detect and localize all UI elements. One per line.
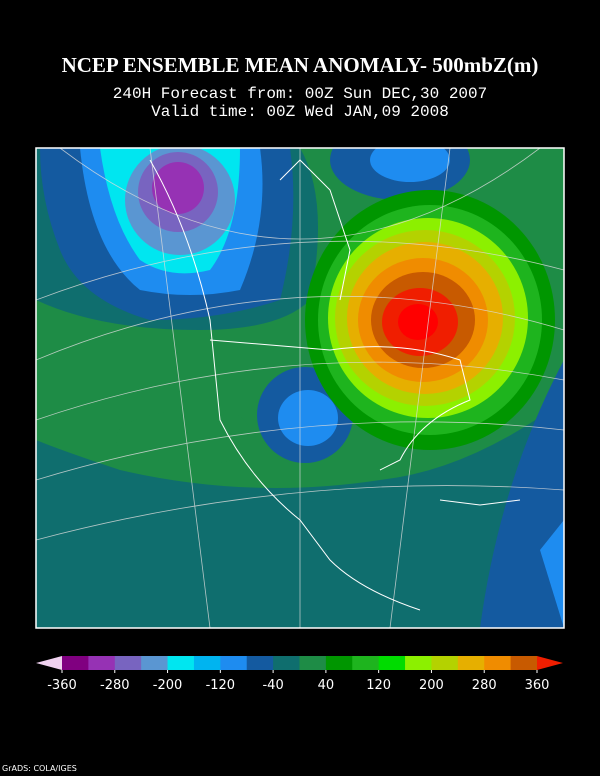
color-box [114,656,142,670]
subtitle: Valid time: 00Z Wed JAN,09 2008 [151,103,449,121]
color-box [484,656,512,670]
color-box [220,656,248,670]
footer: GrADS: COLA/IGES [2,764,77,773]
title: NCEP ENSEMBLE MEAN ANOMALY- 500mbZ(m) [62,53,539,77]
color-box [299,656,327,670]
color-box [141,656,169,670]
map [36,148,564,628]
color-box [457,656,485,670]
color-box [62,656,89,670]
subtitle: 240H Forecast from: 00Z Sun DEC,30 2007 [113,85,487,103]
colorbar-tick-label: -360 [47,678,77,693]
color-box [405,656,432,670]
colorbar-tick-label: 200 [419,678,444,693]
color-low-arrow [36,656,62,670]
colorbar: -360 -280 -200 -120 -40 40 120 200 280 360 [36,656,563,693]
colorbar-tick-label: -40 [262,678,283,693]
color-box [352,656,380,670]
color-box [246,656,274,670]
color-box [88,656,116,670]
colorbar-tick-label: -200 [153,678,183,693]
color-box [167,656,195,670]
color-box [193,656,221,670]
color-box [431,656,459,670]
color-box [510,656,538,670]
color-box [378,656,406,670]
colorbar-tick-label: -120 [206,678,236,693]
colorbar-tick-label: 120 [366,678,391,693]
color-high-arrow [537,656,563,670]
color-box [325,656,353,670]
colorbar-tick-label: -280 [100,678,130,693]
colorbar-tick-label: 40 [318,678,335,693]
map-frame [35,147,565,629]
color-box [273,656,300,670]
colorbar-tick-label: 280 [472,678,497,693]
colorbar-tick-label: 360 [525,678,550,693]
